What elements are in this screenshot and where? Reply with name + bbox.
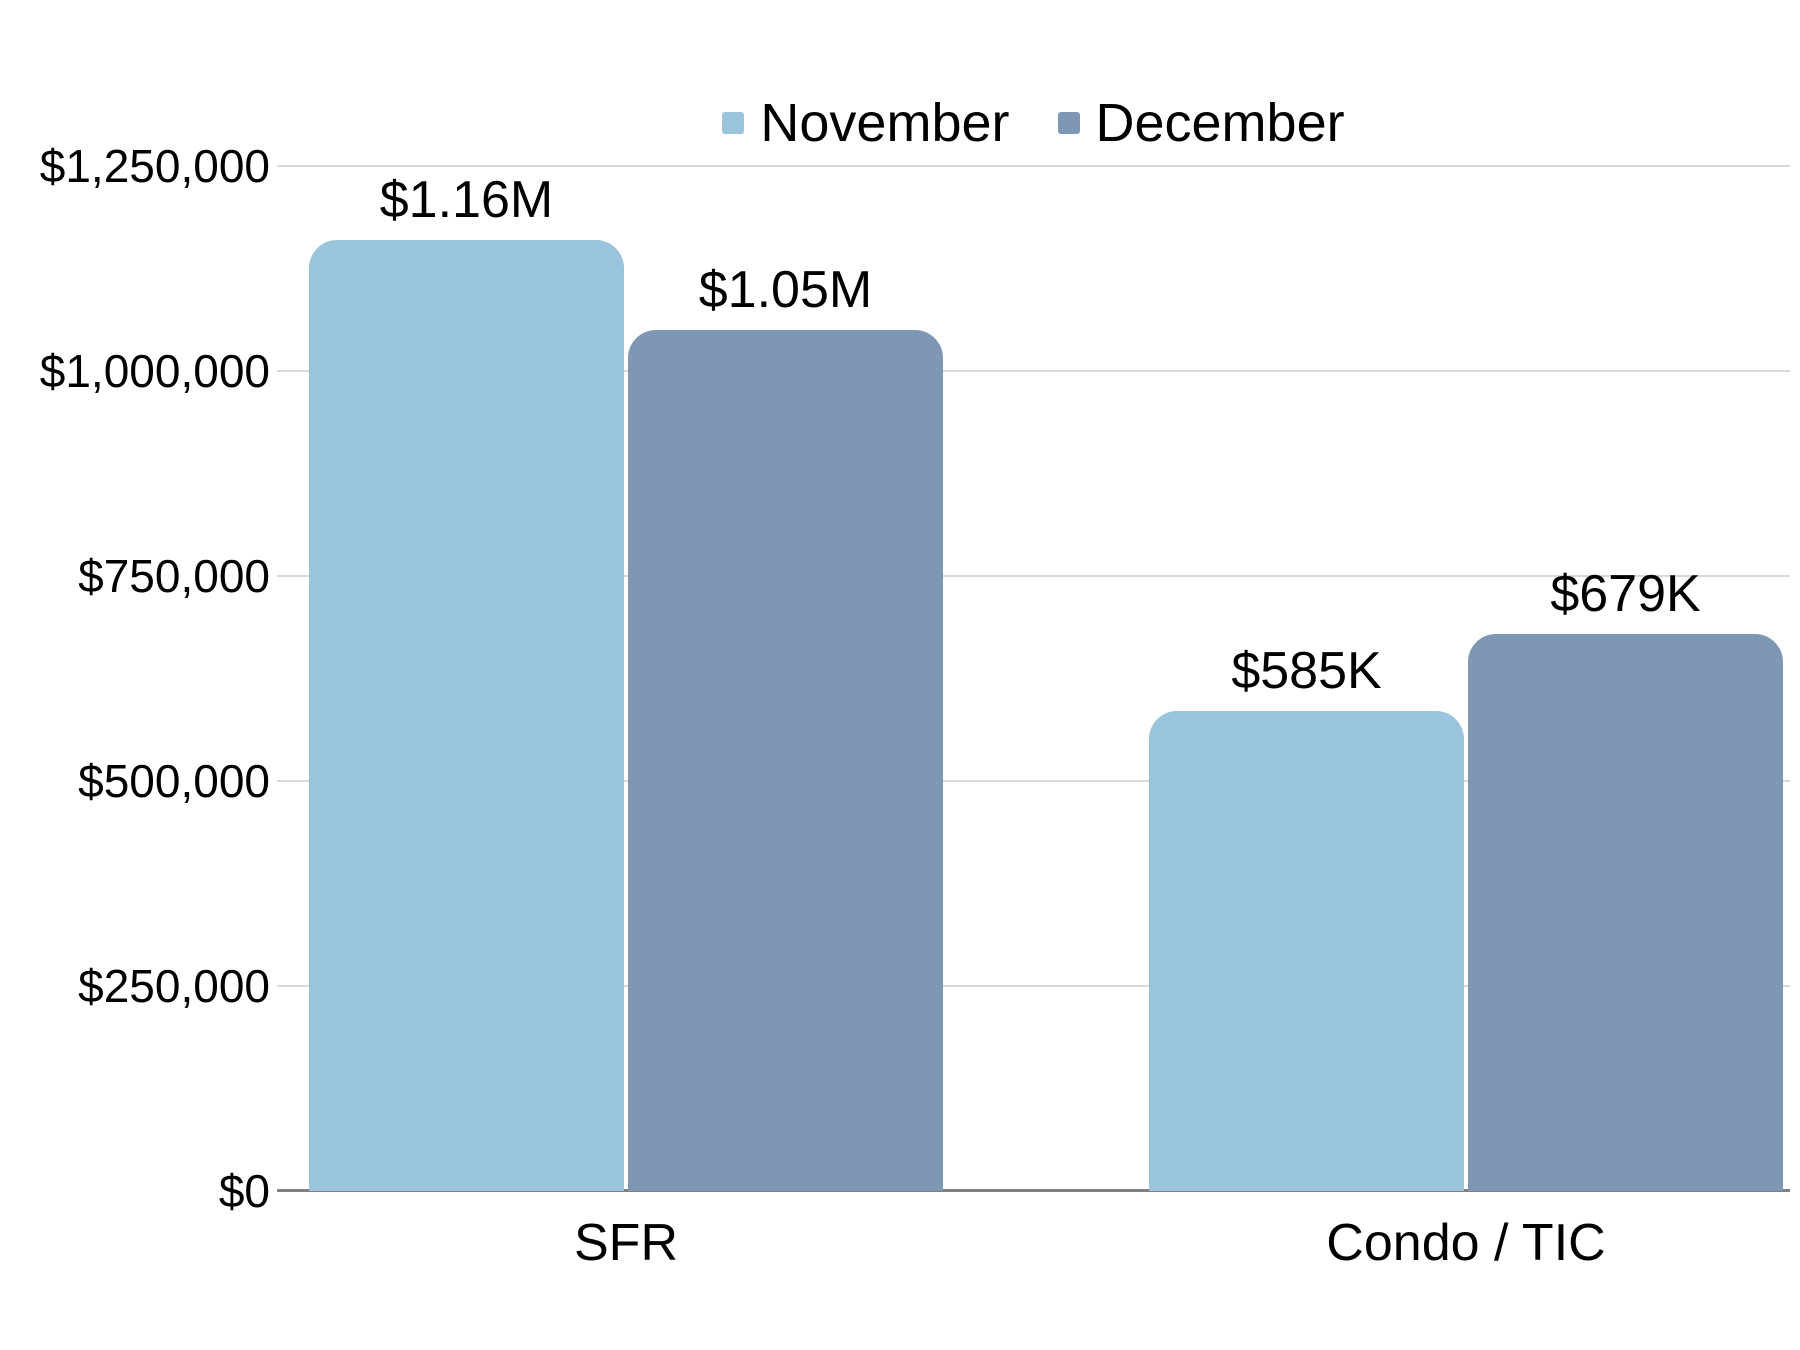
bar-december-condo-tic	[1468, 634, 1783, 1191]
bar-value-label: $1.16M	[379, 170, 554, 229]
gridline	[277, 985, 1790, 987]
legend-item-december: December	[1057, 93, 1345, 153]
y-axis-tick-label: $750,000	[78, 550, 270, 602]
y-axis-tick-label: $250,000	[78, 960, 270, 1012]
y-axis-tick-label: $1,000,000	[39, 345, 270, 397]
gridline	[277, 575, 1790, 577]
bar-value-label: $1.05M	[698, 261, 873, 319]
gridline	[277, 780, 1790, 782]
bar-november-sfr	[309, 239, 624, 1191]
legend-swatch-november	[722, 112, 745, 134]
y-axis-tick-label: $0	[218, 1165, 270, 1217]
x-axis-line	[277, 1189, 1790, 1192]
legend-label-december: December	[1095, 93, 1345, 153]
bar-november-condo-tic	[1149, 711, 1464, 1191]
legend: November December	[277, 96, 1790, 150]
y-axis-tick-label: $1,250,000	[39, 140, 270, 192]
gridline	[277, 370, 1790, 372]
bar-value-label: $679K	[1550, 565, 1701, 624]
legend-swatch-december	[1057, 112, 1080, 134]
x-axis-category-label: Condo / TIC	[1326, 1214, 1606, 1272]
legend-item-november: November	[722, 93, 1010, 153]
legend-label-november: November	[760, 93, 1010, 153]
bar-value-label: $585K	[1231, 642, 1382, 701]
y-axis-tick-label: $500,000	[78, 755, 270, 807]
bar-december-sfr	[628, 330, 943, 1191]
x-axis-category-label: SFR	[574, 1214, 678, 1272]
gridline	[277, 165, 1790, 167]
